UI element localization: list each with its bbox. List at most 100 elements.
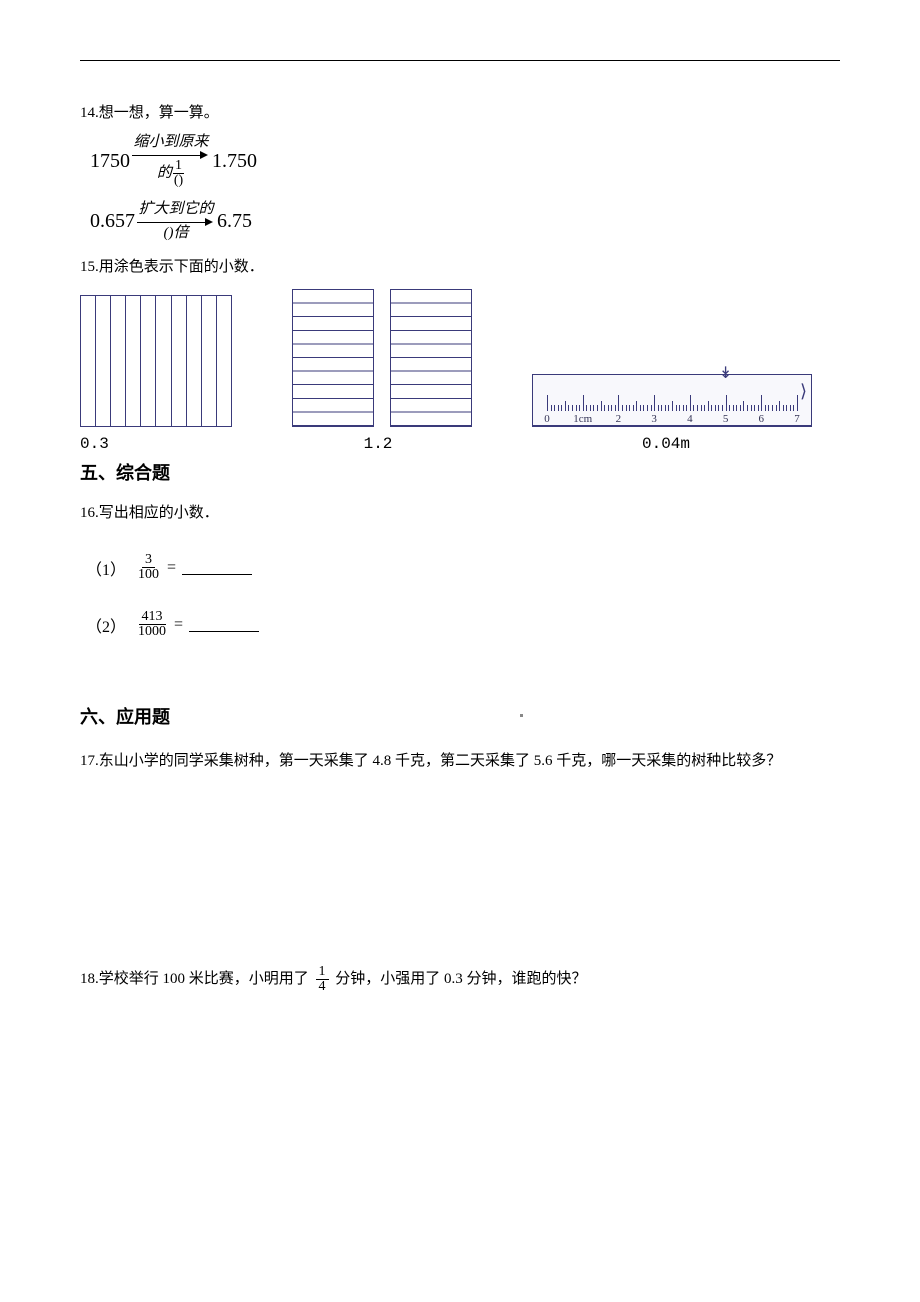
formula1-fraction: 1()	[172, 159, 185, 188]
ruler-tick	[761, 395, 762, 411]
ruler-tick	[554, 405, 555, 411]
ruler-tick	[718, 405, 719, 411]
ruler-tick	[551, 405, 552, 411]
section-6-heading: 六、应用题	[80, 703, 840, 729]
formula1-frac-den: ()	[172, 174, 185, 188]
arrow-icon	[137, 215, 215, 228]
top-rule	[80, 60, 840, 61]
ruler-tick	[661, 405, 662, 411]
ruler-tick	[565, 401, 566, 411]
ruler-tick	[722, 405, 723, 411]
formula1-lhs: 1750	[90, 150, 130, 173]
q15-text: 用涂色表示下面的小数．	[99, 259, 264, 275]
formula1-rhs: 1.750	[212, 150, 257, 173]
formula2-lhs: 0.657	[90, 210, 135, 233]
ruler-tick	[622, 405, 623, 411]
formula2-arrow: 扩大到它的 ()倍	[137, 202, 215, 241]
ruler-tick	[693, 405, 694, 411]
q16-text: 写出相应的小数．	[99, 505, 219, 521]
q16-1-blank	[182, 560, 252, 575]
ruler-number: 6	[759, 413, 765, 425]
q16-sub2: （2） 413 1000 =	[86, 610, 840, 639]
ruler-pointer-icon: ↡	[719, 363, 732, 383]
ruler-tick	[786, 405, 787, 411]
ruler-tick	[608, 405, 609, 411]
q18-fraction: 14	[316, 965, 329, 994]
ruler-tick	[618, 395, 619, 411]
q18-pre: 学校举行 100 米比赛，小明用了	[99, 970, 313, 986]
visuals-row: ⟩ 01cm234567↡	[80, 289, 840, 427]
q14-text: 想一想，算一算。	[99, 105, 219, 121]
section-5-heading: 五、综合题	[80, 459, 840, 485]
ruler-tick	[611, 405, 612, 411]
formula-2: 0.657 扩大到它的 ()倍 6.75	[90, 202, 840, 241]
ruler-tick	[658, 405, 659, 411]
ruler-tick	[790, 405, 791, 411]
ruler-tick	[779, 401, 780, 411]
ruler-number: 7	[794, 413, 800, 425]
formula2-bottom: ()倍	[164, 226, 189, 241]
ruler-tick	[668, 405, 669, 411]
ruler-tick	[579, 405, 580, 411]
label-b: 1.2	[290, 435, 466, 453]
q14-number: 14.	[80, 105, 99, 121]
question-18: 18.学校举行 100 米比赛，小明用了 14 分钟，小强用了 0.3 分钟，谁…	[80, 965, 840, 994]
formula2-rhs: 6.75	[217, 210, 252, 233]
ruler-number: 4	[687, 413, 693, 425]
ruler-tick	[636, 401, 637, 411]
ruler-tick	[758, 405, 759, 411]
visual-labels: 0.3 1.2 0.04m	[80, 435, 840, 453]
q16-2-num: 413	[139, 610, 166, 625]
ruler-tick	[783, 405, 784, 411]
ruler-tick	[768, 405, 769, 411]
ruler-tick	[547, 395, 548, 411]
ruler-tick	[629, 405, 630, 411]
q16-1-label: （1）	[86, 556, 126, 580]
ruler: ⟩ 01cm234567↡	[532, 374, 812, 427]
ruler-number: 0	[544, 413, 550, 425]
ruler-tick	[586, 405, 587, 411]
ruler-edge-icon: ⟩	[800, 381, 807, 402]
ruler-tick	[729, 405, 730, 411]
ruler-tick	[672, 401, 673, 411]
formula1-frac-num: 1	[173, 159, 184, 174]
ruler-number: 3	[651, 413, 657, 425]
q18-frac-den: 4	[316, 980, 329, 994]
ruler-tick	[793, 405, 794, 411]
ruler-tick	[665, 405, 666, 411]
ruler-tick	[601, 401, 602, 411]
ruler-tick	[711, 405, 712, 411]
q16-1-eq: =	[167, 559, 176, 577]
ruler-tick	[708, 401, 709, 411]
formula-1: 1750 缩小到原来 的1() 1.750	[90, 135, 840, 188]
ruler-tick	[697, 405, 698, 411]
question-16: 16.写出相应的小数．	[80, 501, 840, 525]
ruler-number: 1cm	[573, 413, 592, 425]
two-ruled-boxes	[292, 289, 472, 427]
ruler-tick	[715, 405, 716, 411]
ruler-tick	[776, 405, 777, 411]
q16-1-num: 3	[142, 553, 155, 568]
ruler-tick	[561, 405, 562, 411]
q16-2-blank	[189, 617, 259, 632]
ruler-tick	[583, 395, 584, 411]
q16-sub1: （1） 3 100 =	[86, 553, 840, 582]
ruler-tick	[686, 405, 687, 411]
q18-post: 分钟，小强用了 0.3 分钟，谁跑的快？	[332, 970, 587, 986]
question-14: 14.想一想，算一算。	[80, 101, 840, 125]
formula1-bot-prefix: 的	[157, 165, 172, 181]
ruler-number: 2	[616, 413, 622, 425]
ruler-tick	[797, 395, 798, 411]
ruler-tick	[626, 405, 627, 411]
question-17: 17.东山小学的同学采集树种，第一天采集了 4.8 千克，第二天采集了 5.6 …	[80, 749, 840, 775]
ruler-tick	[743, 401, 744, 411]
ruler-tick	[772, 405, 773, 411]
q16-1-den: 100	[135, 568, 162, 582]
ruler-tick	[701, 405, 702, 411]
ruler-tick	[676, 405, 677, 411]
ruler-tick	[726, 395, 727, 411]
q16-number: 16.	[80, 505, 99, 521]
arrow-icon	[132, 148, 210, 161]
q16-2-den: 1000	[135, 625, 169, 639]
ruler-tick	[633, 405, 634, 411]
